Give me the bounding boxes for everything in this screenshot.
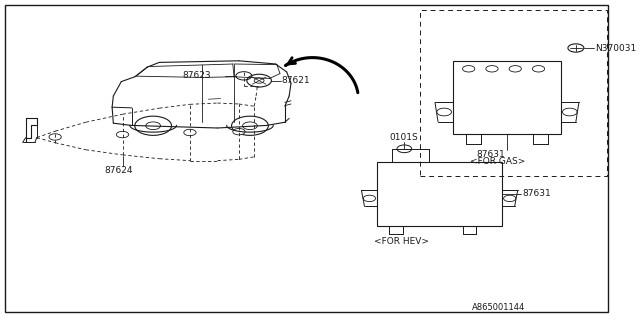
Circle shape xyxy=(184,129,196,136)
Text: 0101S: 0101S xyxy=(389,133,418,142)
Text: <FOR GAS>: <FOR GAS> xyxy=(470,157,525,166)
Text: 87624: 87624 xyxy=(104,166,132,175)
Bar xyxy=(377,162,502,226)
Text: 87623: 87623 xyxy=(182,71,211,80)
Bar xyxy=(420,10,607,176)
Circle shape xyxy=(49,134,61,140)
Bar xyxy=(453,61,561,134)
Circle shape xyxy=(116,132,129,138)
Text: N370031: N370031 xyxy=(595,44,637,52)
Text: A865001144: A865001144 xyxy=(472,303,525,312)
Text: 87631: 87631 xyxy=(522,189,550,198)
Text: <FOR HEV>: <FOR HEV> xyxy=(374,237,429,246)
Text: 87631: 87631 xyxy=(476,150,505,159)
Text: 87621: 87621 xyxy=(282,76,310,85)
Circle shape xyxy=(233,129,245,135)
